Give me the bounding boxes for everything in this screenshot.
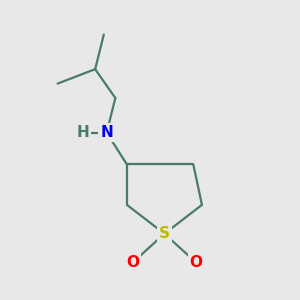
- Text: S: S: [159, 226, 170, 241]
- Text: H: H: [77, 125, 89, 140]
- Text: O: O: [190, 255, 203, 270]
- Text: N: N: [100, 125, 113, 140]
- Text: O: O: [126, 255, 139, 270]
